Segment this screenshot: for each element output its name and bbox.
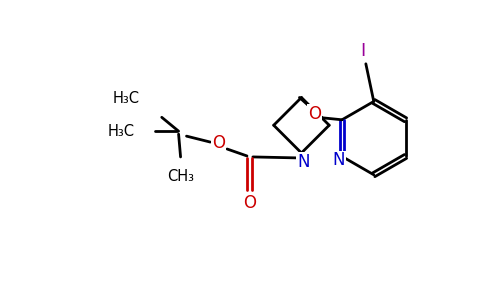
Text: H₃C: H₃C [113, 91, 140, 106]
Text: O: O [308, 105, 321, 123]
Text: H₃C: H₃C [108, 124, 135, 139]
Text: N: N [333, 152, 345, 169]
Text: N: N [297, 153, 310, 171]
Text: O: O [243, 194, 257, 211]
Text: O: O [212, 134, 225, 152]
Text: CH₃: CH₃ [167, 169, 194, 184]
Text: I: I [360, 42, 365, 60]
